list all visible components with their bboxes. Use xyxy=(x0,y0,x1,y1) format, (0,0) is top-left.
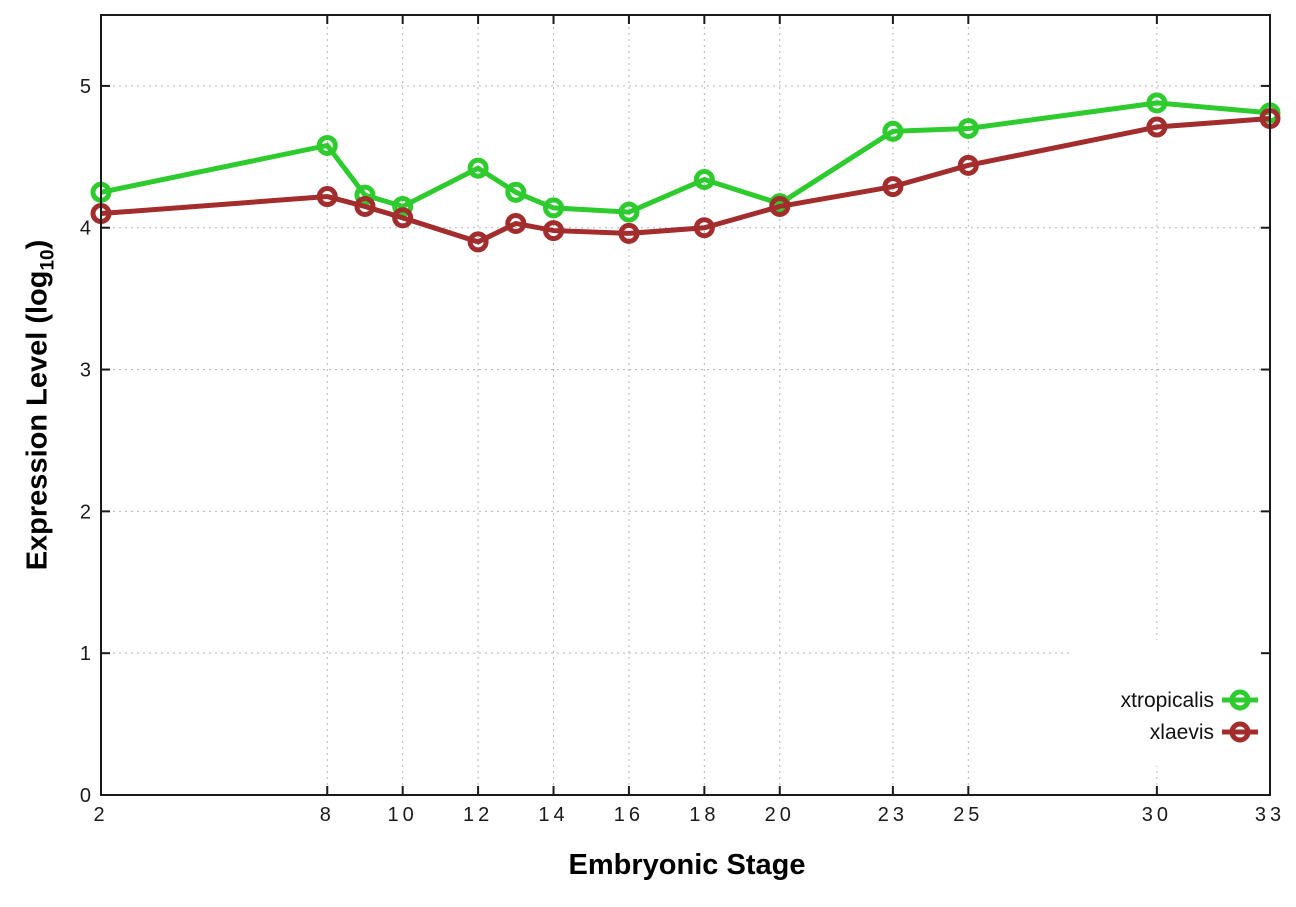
data-point-marker-xlaevis xyxy=(882,176,904,198)
y-axis-title: Expression Level (log10) xyxy=(21,239,59,571)
data-point-marker-xtropicalis xyxy=(693,169,715,191)
data-point-marker-xtropicalis xyxy=(882,120,904,142)
x-tick-label: 18 xyxy=(689,804,719,826)
data-point-marker-xlaevis xyxy=(693,217,715,239)
data-point-marker-xlaevis xyxy=(1146,116,1168,138)
x-tick-label: 23 xyxy=(878,804,908,826)
data-point-marker-xtropicalis xyxy=(467,157,489,179)
data-point-marker-xlaevis xyxy=(354,195,376,217)
x-tick-label: 20 xyxy=(765,804,795,826)
legend-marker-xlaevis xyxy=(1229,721,1251,743)
x-tick-label: 25 xyxy=(953,804,983,826)
y-tick-label: 2 xyxy=(80,501,91,523)
data-point-marker-xlaevis xyxy=(769,195,791,217)
x-tick-label: 2 xyxy=(93,804,108,826)
data-point-marker-xtropicalis xyxy=(1146,92,1168,114)
series-line-xtropicalis xyxy=(100,100,1271,215)
y-tick-label: 4 xyxy=(80,218,91,240)
tick-marks xyxy=(100,15,1271,796)
y-axis-title-text: Expression Level (log xyxy=(21,270,54,571)
y-tick-label: 5 xyxy=(80,76,91,98)
series-xlaevis xyxy=(90,108,1281,253)
data-point-marker-xlaevis xyxy=(618,222,640,244)
data-point-marker-xtropicalis xyxy=(618,201,640,223)
data-point-marker-xtropicalis xyxy=(957,117,979,139)
data-point-marker-xtropicalis xyxy=(543,197,565,219)
y-axis-title-subscript: 10 xyxy=(37,249,59,271)
y-tick-label: 1 xyxy=(80,643,91,665)
series-line-xlaevis xyxy=(100,116,1271,245)
gridlines xyxy=(101,15,1270,795)
data-series xyxy=(90,92,1281,253)
data-point-marker-xlaevis xyxy=(505,212,527,234)
data-point-marker-xlaevis xyxy=(467,231,489,253)
data-point-marker-xtropicalis xyxy=(316,134,338,156)
x-axis-title: Embryonic Stage xyxy=(568,849,806,881)
data-point-marker-xlaevis xyxy=(957,154,979,176)
x-tick-label: 12 xyxy=(463,804,493,826)
x-tick-label: 10 xyxy=(388,804,418,826)
data-point-marker-xlaevis xyxy=(543,220,565,242)
data-point-marker-xlaevis xyxy=(316,186,338,208)
y-tick-label: 0 xyxy=(80,785,91,807)
y-tick-label: 3 xyxy=(80,360,91,382)
legend-marker-xtropicalis xyxy=(1229,689,1251,711)
legend-label-xlaevis: xlaevis xyxy=(1150,721,1214,744)
x-tick-label: 33 xyxy=(1255,804,1285,826)
x-tick-label: 8 xyxy=(320,804,335,826)
data-point-marker-xtropicalis xyxy=(505,181,527,203)
y-axis-title-close-paren: ) xyxy=(21,239,54,250)
plot-frame xyxy=(100,14,1271,796)
data-point-marker-xlaevis xyxy=(392,207,414,229)
data-point-marker-xtropicalis xyxy=(354,184,376,206)
x-tick-label: 16 xyxy=(614,804,644,826)
x-tick-label: 14 xyxy=(538,804,568,826)
data-point-marker-xtropicalis xyxy=(392,195,414,217)
legend: xtropicalis xlaevis xyxy=(1121,689,1258,744)
x-tick-label: 30 xyxy=(1142,804,1172,826)
legend-label-xtropicalis: xtropicalis xyxy=(1121,689,1214,712)
